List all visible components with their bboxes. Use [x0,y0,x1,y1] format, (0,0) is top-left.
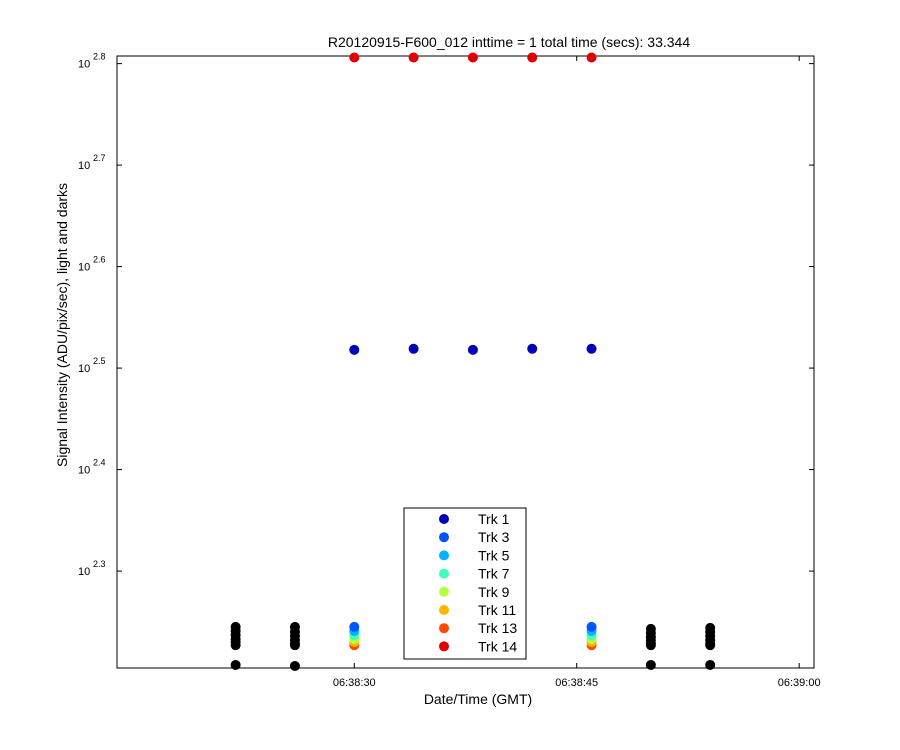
dark-point [705,659,716,670]
dark-point [230,640,241,651]
dark-point [645,640,656,651]
x-axis-label: Date/Time (GMT) [424,691,532,707]
legend-marker [439,514,449,524]
point-trk-3 [586,621,597,632]
y-tick-exponent: 2.7 [93,153,106,163]
point-trk-1 [527,343,538,354]
legend-label: Trk 1 [478,511,510,527]
legend-marker [439,641,449,652]
x-axis-ticks: 06:38:30 06:38:45 06:39:00 [333,56,821,689]
legend-marker [439,568,449,579]
point-trk-14 [408,52,419,63]
legend-label: Trk 3 [478,529,510,545]
point-trk-1 [349,344,360,355]
legend-marker [439,623,449,634]
y-tick-label: 10 [78,262,90,274]
point-trk-14 [467,52,478,63]
y-axis-label: Signal Intensity (ADU/pix/sec), light an… [54,183,70,467]
point-trk-14 [527,52,538,63]
point-trk-14 [586,52,597,63]
point-trk-1 [467,344,478,355]
y-tick-exponent: 2.6 [93,255,106,265]
dark-point [289,660,300,671]
legend-box [403,507,527,660]
legend-marker [439,532,449,543]
point-trk-1 [408,343,419,354]
y-tick-label: 10 [78,566,90,578]
dark-point [645,659,656,670]
x-tick-label: 06:38:45 [555,677,598,689]
legend-label: Trk 9 [478,584,510,600]
dark-point [289,640,300,651]
point-trk-1 [586,343,597,354]
y-tick-exponent: 2.4 [93,458,106,468]
legend-label: Trk 5 [478,547,510,563]
x-tick-label: 06:39:00 [778,677,821,689]
y-tick-label: 10 [78,363,90,375]
y-tick-label: 10 [78,160,90,172]
legend-marker [439,586,449,597]
y-tick-label: 10 [78,465,90,477]
legend: Trk 1 Trk 3 Trk 5 Trk 7 Trk 9 Trk 11 Trk 13 Trk… [403,507,527,660]
legend-label: Trk 7 [478,566,510,582]
legend-label: Trk 14 [478,638,517,654]
dark-point [705,640,716,651]
chart-title: R20120915-F600_012 inttime = 1 total tim… [328,34,690,50]
y-tick-exponent: 2.8 [93,52,106,62]
point-trk-14 [349,52,360,63]
dark-point [230,659,241,670]
legend-marker [439,605,449,615]
legend-marker [439,550,449,561]
legend-label: Trk 11 [478,602,516,618]
y-tick-exponent: 2.5 [93,356,106,366]
point-trk-3 [349,621,360,632]
x-tick-label: 06:38:30 [333,677,376,689]
y-tick-label: 10 [78,59,90,71]
y-tick-exponent: 2.3 [93,559,106,569]
legend-label: Trk 13 [478,620,517,636]
